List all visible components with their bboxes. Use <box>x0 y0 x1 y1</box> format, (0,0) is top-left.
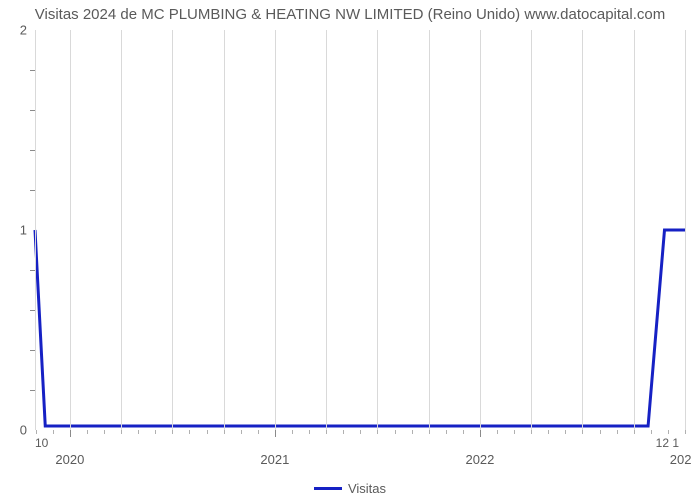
x-axis-tick-label: 202 <box>670 430 692 467</box>
x-axis-minor-tick <box>565 430 566 434</box>
x-axis-minor-tick <box>189 430 190 434</box>
x-axis-minor-tick <box>617 430 618 434</box>
x-axis-minor-tick <box>155 430 156 434</box>
x-axis-minor-tick <box>582 430 583 434</box>
grid-line-vertical <box>377 30 378 430</box>
y-axis-minor-tick <box>30 150 35 151</box>
chart-plot-area: 0122020202120221012 1202 <box>35 30 685 430</box>
grid-line-vertical <box>480 30 481 430</box>
y-axis-tick-label: 0 <box>20 423 35 438</box>
y-axis-minor-tick <box>30 310 35 311</box>
x-axis-minor-tick <box>548 430 549 434</box>
x-axis-minor-tick <box>360 430 361 434</box>
x-axis-minor-tick <box>463 430 464 434</box>
grid-line-vertical <box>531 30 532 430</box>
x-axis-minor-tick <box>377 430 378 434</box>
x-axis-minor-tick <box>326 430 327 434</box>
grid-line-vertical <box>326 30 327 430</box>
y-axis-minor-tick <box>30 350 35 351</box>
x-axis-minor-tick <box>172 430 173 434</box>
grid-line-vertical <box>582 30 583 430</box>
x-axis-tick-label: 2021 <box>260 430 289 467</box>
grid-line-vertical <box>70 30 71 430</box>
x-axis-minor-tick <box>514 430 515 434</box>
y-axis-minor-tick <box>30 190 35 191</box>
y-axis-minor-tick <box>30 270 35 271</box>
x-axis-minor-tick <box>258 430 259 434</box>
x-axis-minor-tick <box>292 430 293 434</box>
grid-line-vertical <box>172 30 173 430</box>
x-axis-minor-tick <box>395 430 396 434</box>
x-axis-edge-note-left: 10 <box>35 430 48 450</box>
x-axis-minor-tick <box>446 430 447 434</box>
y-axis-minor-tick <box>30 70 35 71</box>
y-axis-tick-label: 1 <box>20 223 35 238</box>
x-axis-minor-tick <box>309 430 310 434</box>
x-axis-minor-tick <box>138 430 139 434</box>
x-axis-minor-tick <box>241 430 242 434</box>
y-axis-tick-label: 2 <box>20 23 35 38</box>
x-axis-minor-tick <box>412 430 413 434</box>
grid-line-vertical <box>685 30 686 430</box>
x-axis-minor-tick <box>531 430 532 434</box>
legend: Visitas <box>0 480 700 496</box>
x-axis-tick-label: 2022 <box>465 430 494 467</box>
x-axis-minor-tick <box>207 430 208 434</box>
grid-line-vertical <box>35 30 36 430</box>
x-axis-minor-tick <box>651 430 652 434</box>
x-axis-minor-tick <box>53 430 54 434</box>
series-line-visitas <box>35 230 685 426</box>
legend-label: Visitas <box>348 481 386 496</box>
y-axis-minor-tick <box>30 390 35 391</box>
x-axis-minor-tick <box>634 430 635 434</box>
x-axis-minor-tick <box>224 430 225 434</box>
x-axis-minor-tick <box>343 430 344 434</box>
chart-title: Visitas 2024 de MC PLUMBING & HEATING NW… <box>0 6 700 23</box>
grid-line-vertical <box>634 30 635 430</box>
x-axis-minor-tick <box>104 430 105 434</box>
x-axis-tick-label: 2020 <box>55 430 84 467</box>
grid-line-vertical <box>121 30 122 430</box>
y-axis-minor-tick <box>30 110 35 111</box>
legend-swatch <box>314 487 342 490</box>
line-series <box>35 30 685 430</box>
grid-line-vertical <box>429 30 430 430</box>
x-axis-minor-tick <box>87 430 88 434</box>
grid-line-vertical <box>224 30 225 430</box>
x-axis-minor-tick <box>429 430 430 434</box>
x-axis-minor-tick <box>121 430 122 434</box>
x-axis-minor-tick <box>497 430 498 434</box>
x-axis-minor-tick <box>600 430 601 434</box>
grid-line-vertical <box>275 30 276 430</box>
